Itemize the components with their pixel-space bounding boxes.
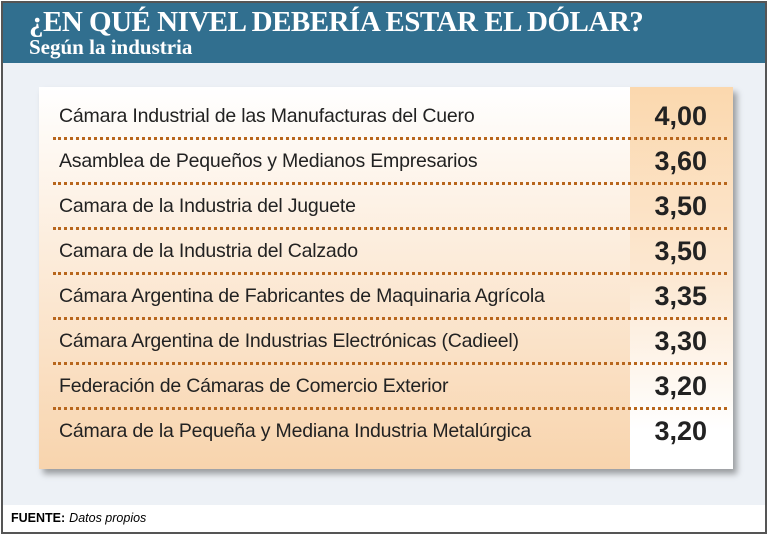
row-separator [53,137,727,140]
row-value: 3,35 [654,281,707,311]
row-label: Federación de Cámaras de Comercio Exteri… [59,375,449,397]
table-row: Cámara de la Pequeña y Mediana Industria… [39,410,733,455]
table-row: Camara de la Industria del Juguete 3,50 [39,185,733,230]
row-separator [53,317,727,320]
row-separator [53,362,727,365]
row-label: Cámara Industrial de las Manufacturas de… [59,105,475,127]
row-label: Cámara Argentina de Fabricantes de Maqui… [59,285,545,307]
page-title: ¿EN QUÉ NIVEL DEBERÍA ESTAR EL DÓLAR? [29,6,644,38]
row-value: 3,50 [654,236,707,266]
row-label: Camara de la Industria del Calzado [59,240,358,262]
row-label: Asamblea de Pequeños y Medianos Empresar… [59,150,478,172]
table-row: Cámara Argentina de Industrias Electróni… [39,320,733,365]
row-separator [53,272,727,275]
row-separator [53,182,727,185]
row-value: 3,60 [654,146,707,176]
page-subtitle: Según la industria [29,35,193,59]
table-row: Federación de Cámaras de Comercio Exteri… [39,365,733,410]
row-value: 3,50 [654,191,707,221]
row-value: 3,20 [654,371,707,401]
value-column [630,87,733,469]
row-separator [53,227,727,230]
footer: FUENTE: Datos propios [3,505,765,532]
table-row: Cámara Argentina de Fabricantes de Maqui… [39,275,733,320]
row-label: Cámara Argentina de Industrias Electróni… [59,330,519,352]
table-card: Cámara Industrial de las Manufacturas de… [39,87,733,469]
row-value: 3,30 [654,326,707,356]
table-row: Asamblea de Pequeños y Medianos Empresar… [39,140,733,185]
row-separator [53,407,727,410]
table-row: Camara de la Industria del Calzado 3,50 [39,230,733,275]
row-label: Camara de la Industria del Juguete [59,195,356,217]
table-row: Cámara Industrial de las Manufacturas de… [39,95,733,140]
row-label: Cámara de la Pequeña y Mediana Industria… [59,420,531,442]
row-value: 4,00 [654,101,707,131]
row-value: 3,20 [654,416,707,446]
source-label: FUENTE: [11,511,66,525]
header: ¿EN QUÉ NIVEL DEBERÍA ESTAR EL DÓLAR? Se… [3,3,765,63]
source-value: Datos propios [69,511,147,525]
